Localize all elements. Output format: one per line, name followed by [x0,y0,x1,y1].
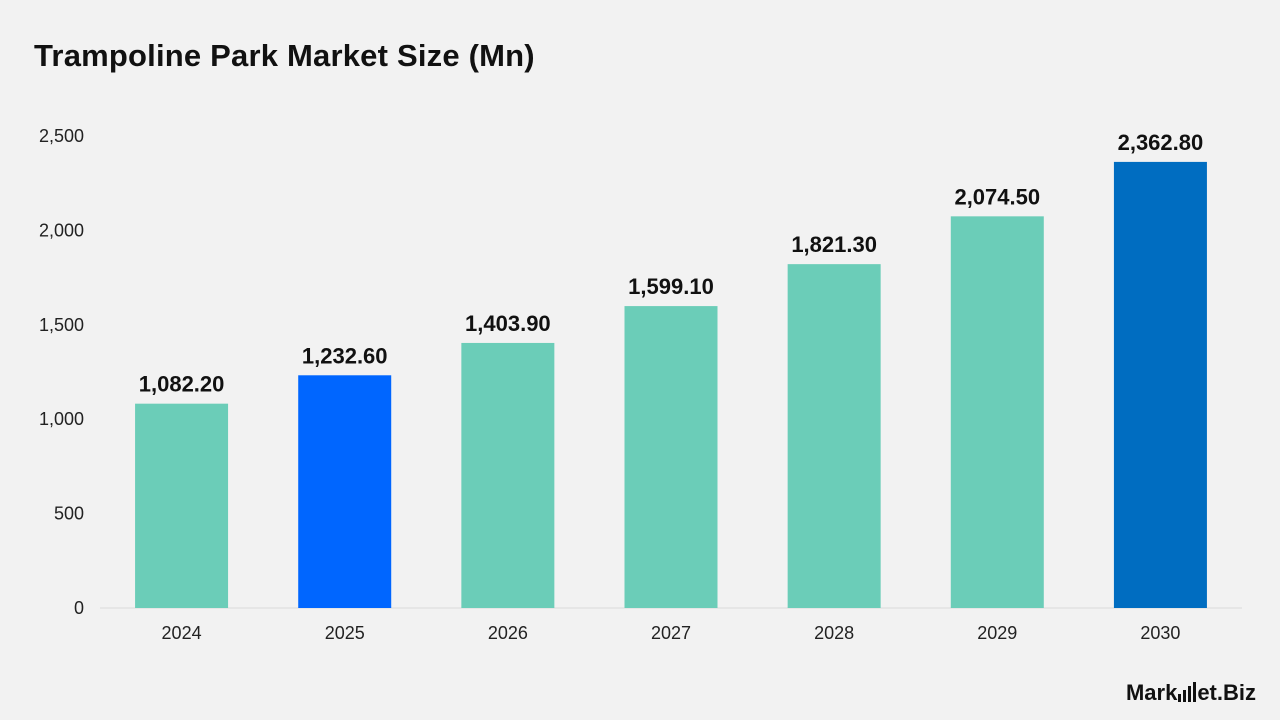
x-tick-label: 2029 [977,623,1017,643]
y-tick-label: 2,000 [39,220,84,240]
logo-text-right: .Biz [1216,680,1256,705]
data-label: 1,821.30 [791,232,877,257]
y-tick-label: 1,000 [39,409,84,429]
x-tick-label: 2030 [1140,623,1180,643]
data-label: 1,232.60 [302,343,388,368]
logo-bars-icon [1178,682,1197,702]
bar [298,375,392,608]
data-label: 1,403.90 [465,311,551,336]
y-tick-label: 0 [74,598,84,618]
x-tick-label: 2025 [325,623,365,643]
bar [1113,161,1207,608]
x-tick-label: 2028 [814,623,854,643]
logo-text-left: Mark [1125,680,1178,705]
logo-text-mid: et [1197,680,1217,705]
bar [461,342,555,608]
data-label: 1,082.20 [139,372,225,397]
data-label: 1,599.10 [628,274,714,299]
y-tick-label: 2,500 [39,126,84,146]
y-tick-label: 1,500 [39,315,84,335]
chart-title: Trampoline Park Market Size (Mn) [34,38,535,73]
brand-logo: Mark et .Biz [1126,680,1256,706]
bar [950,216,1044,608]
x-tick-label: 2026 [488,623,528,643]
data-label: 2,362.80 [1118,130,1204,155]
data-label: 2,074.50 [954,184,1040,209]
x-tick-label: 2024 [162,623,202,643]
bar [624,306,718,608]
bar [135,403,229,608]
bar [787,264,881,608]
x-tick-label: 2027 [651,623,691,643]
y-tick-label: 500 [54,504,84,524]
